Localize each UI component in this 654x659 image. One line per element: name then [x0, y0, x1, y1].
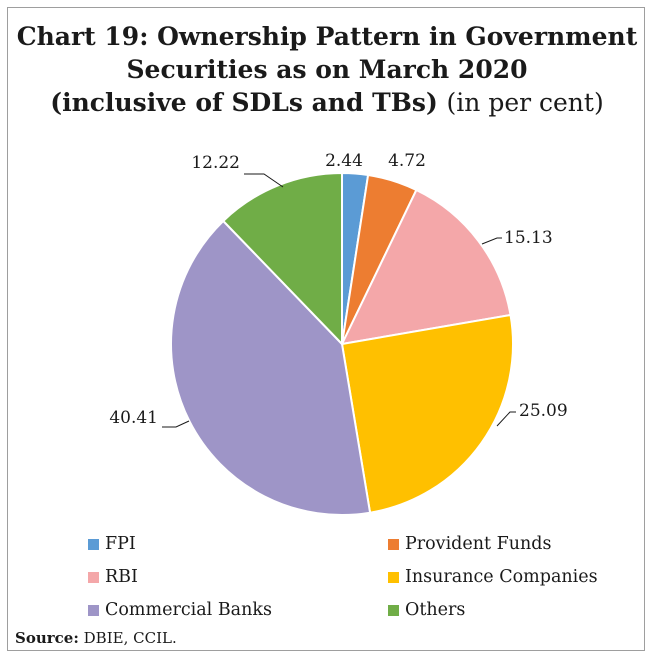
- legend-item-rbi: RBI: [88, 562, 388, 592]
- title-line-3: (inclusive of SDLs and TBs) (in per cent…: [0, 86, 654, 119]
- legend-label-insurance-companies: Insurance Companies: [405, 567, 598, 587]
- legend-swatch-others: [388, 604, 399, 616]
- data-label-rbi: 15.13: [504, 228, 553, 248]
- pie-slice-others: [221, 171, 343, 347]
- legend-label-fpi: FPI: [105, 534, 136, 554]
- data-label-provident-funds: 4.72: [388, 151, 426, 171]
- legend-item-fpi: FPI: [88, 529, 388, 559]
- legend-item-others: Others: [388, 595, 628, 625]
- source-label: Source:: [15, 629, 79, 647]
- data-label-commercial-banks: 40.41: [109, 408, 158, 428]
- pie-slice-rbi: [340, 188, 512, 346]
- source-text: DBIE, CCIL.: [83, 629, 177, 647]
- legend-label-rbi: RBI: [105, 567, 138, 587]
- legend-swatch-fpi: [88, 538, 99, 550]
- data-label-fpi: 2.44: [325, 151, 363, 171]
- legend-swatch-provident-funds: [388, 538, 399, 550]
- legend-label-others: Others: [405, 600, 466, 620]
- data-label-others: 12.22: [191, 153, 240, 173]
- legend-item-provident-funds: Provident Funds: [388, 529, 628, 559]
- title-line-2: Securities as on March 2020: [126, 55, 528, 84]
- leader-line-commercial-banks: [162, 420, 190, 428]
- legend-item-commercial-banks: Commercial Banks: [88, 595, 388, 625]
- legend-item-insurance-companies: Insurance Companies: [388, 562, 628, 592]
- legend-label-provident-funds: Provident Funds: [405, 534, 552, 554]
- title-unit: (in per cent): [446, 88, 604, 117]
- leader-line-rbi: [481, 237, 502, 245]
- legend: FPI Provident Funds RBI Insurance Compan…: [88, 529, 628, 625]
- legend-label-commercial-banks: Commercial Banks: [105, 600, 272, 620]
- chart-title: Chart 19: Ownership Pattern in Governmen…: [0, 20, 654, 119]
- leader-line-insurance-companies: [496, 411, 516, 427]
- title-line-1: Chart 19: Ownership Pattern in Governmen…: [16, 22, 638, 51]
- pie-slice-commercial-banks: [170, 219, 372, 516]
- leader-line-others: [244, 173, 284, 188]
- title-line-3-text: (inclusive of SDLs and TBs): [50, 88, 438, 117]
- data-label-insurance-companies: 25.09: [519, 401, 568, 421]
- legend-swatch-rbi: [88, 571, 99, 583]
- source-note: Source: DBIE, CCIL.: [15, 629, 177, 647]
- legend-swatch-commercial-banks: [88, 604, 99, 616]
- legend-swatch-insurance-companies: [388, 571, 399, 583]
- pie-slice-insurance-companies: [340, 313, 514, 514]
